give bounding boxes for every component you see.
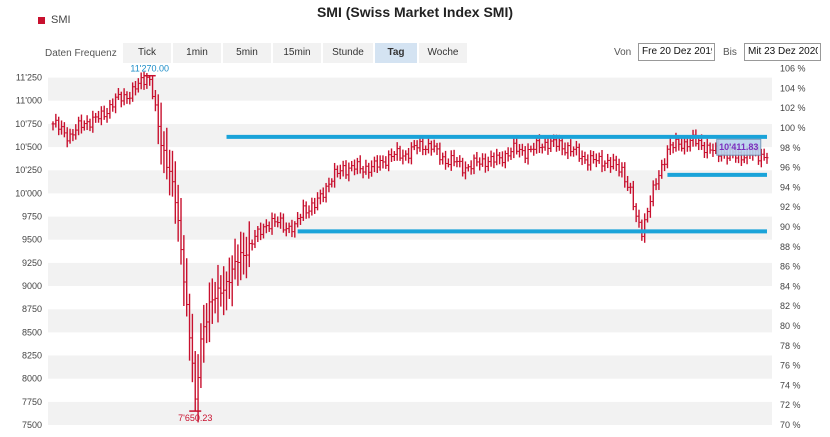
grid-band — [48, 401, 772, 425]
price-series — [51, 71, 769, 423]
y2-tick-label: 90 % — [780, 222, 801, 232]
price-label-box — [716, 138, 762, 156]
y-tick-label: 8000 — [22, 374, 42, 384]
right-axis: 70 % 72 % 74 % 76 % 78 % 80 % 82 % 84 % 86 % 88 %… — [780, 64, 806, 430]
grid-band — [48, 262, 772, 287]
y-tick-label: 10'000 — [15, 188, 42, 198]
from-date-field[interactable] — [638, 43, 715, 61]
y2-tick-label: 78 % — [780, 341, 801, 351]
y-tick-label: 9250 — [22, 258, 42, 268]
grid-band — [48, 378, 772, 402]
y2-tick-label: 72 % — [780, 400, 801, 410]
y-tick-label: 10'250 — [15, 165, 42, 175]
y2-tick-label: 104 % — [780, 83, 806, 93]
y-tick-label: 10'750 — [15, 119, 42, 129]
grid-band — [48, 170, 772, 194]
to-label: Bis — [723, 47, 737, 58]
y2-tick-label: 102 % — [780, 103, 806, 113]
y2-tick-label: 80 % — [780, 321, 801, 331]
freq-1min-button[interactable]: 1min — [173, 43, 221, 63]
legend-label: SMI — [51, 14, 71, 26]
y2-tick-label: 98 % — [780, 143, 801, 153]
y2-tick-label: 74 % — [780, 380, 801, 390]
y2-tick-label: 96 % — [780, 163, 801, 173]
y-tick-label: 7750 — [22, 397, 42, 407]
to-date-field[interactable] — [744, 43, 821, 61]
freq-5min-button[interactable]: 5min — [223, 43, 271, 63]
y-tick-label: 9750 — [22, 212, 42, 222]
grid-band — [48, 332, 772, 356]
y-tick-label: 8250 — [22, 351, 42, 361]
legend: SMI — [38, 14, 71, 26]
grid-band — [48, 77, 772, 101]
freq-15min-button[interactable]: 15min — [273, 43, 321, 63]
y-tick-label: 11'250 — [16, 73, 42, 83]
y2-tick-label: 76 % — [780, 361, 801, 371]
y2-tick-label: 84 % — [780, 281, 801, 291]
chart-title: SMI (Swiss Market Index SMI) — [316, 4, 514, 20]
y-tick-label: 11'000 — [16, 96, 42, 106]
left-axis: 7500 7750 8000 8250 8500 8750 9000 9250 9500 9750… — [15, 73, 42, 430]
frequency-label: Daten Frequenz — [45, 47, 117, 59]
y2-tick-label: 70 % — [780, 420, 801, 430]
frequency-toolbar: Daten Frequenz Tick 1min 5min 15min Stun… — [45, 43, 469, 63]
grid-band — [48, 66, 772, 78]
y-tick-label: 7500 — [22, 420, 42, 430]
grid-bands — [48, 66, 772, 425]
y-tick-label: 10'500 — [15, 142, 42, 152]
from-label: Von — [614, 47, 632, 58]
high-label: 11'270.00 — [130, 64, 169, 74]
freq-tick-button[interactable]: Tick — [123, 43, 171, 63]
y-tick-label: 9000 — [22, 281, 42, 291]
freq-stunde-button[interactable]: Stunde — [323, 43, 373, 63]
y2-tick-label: 86 % — [780, 262, 801, 272]
price-label: 10'411.83 — [719, 142, 758, 152]
trendlines — [226, 134, 767, 234]
low-label: 7'650.23 — [178, 413, 212, 423]
grid-band — [48, 309, 772, 333]
freq-tag-button[interactable]: Tag — [375, 43, 417, 63]
grid-band — [48, 239, 772, 263]
grid-band — [48, 286, 772, 310]
grid-band — [48, 100, 772, 124]
grid-band — [48, 216, 772, 240]
grid-band — [48, 193, 772, 217]
y2-tick-label: 88 % — [780, 242, 801, 252]
legend-swatch — [38, 16, 45, 24]
y2-tick-label: 92 % — [780, 202, 801, 212]
y2-tick-label: 100 % — [780, 123, 806, 133]
y2-tick-label: 82 % — [780, 301, 801, 311]
y-tick-label: 8500 — [22, 327, 42, 337]
y-tick-label: 9500 — [22, 235, 42, 245]
grid-band — [48, 355, 772, 379]
annotations: 11'270.00 7'650.23 10'411.83 — [130, 64, 762, 423]
y-tick-label: 8750 — [22, 304, 42, 314]
freq-woche-button[interactable]: Woche — [419, 43, 467, 63]
y2-tick-label: 94 % — [780, 182, 801, 192]
y2-tick-label: 106 % — [780, 64, 806, 74]
